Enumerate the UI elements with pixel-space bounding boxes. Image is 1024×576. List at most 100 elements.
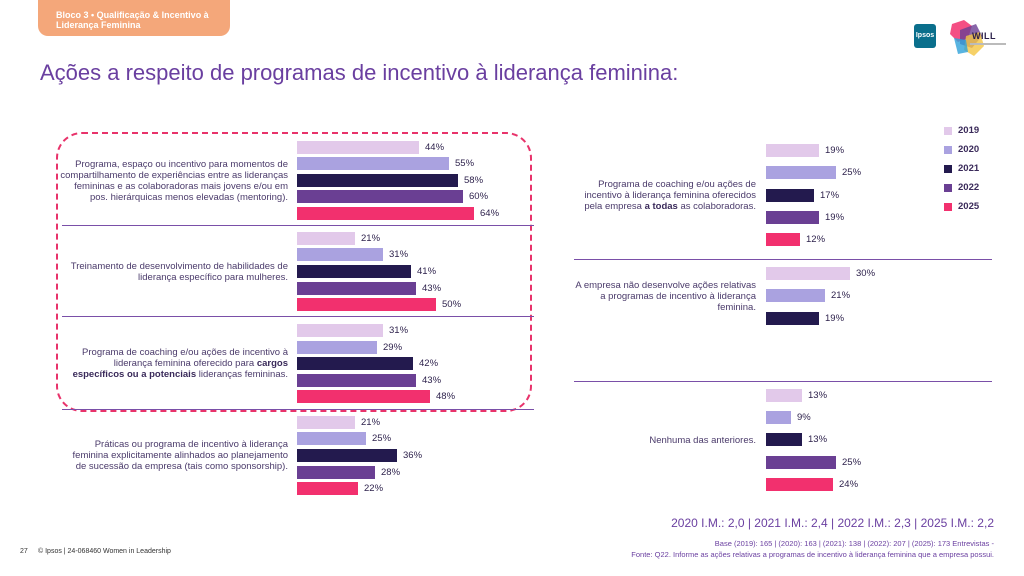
category-label: A empresa não desenvolve ações relativas…: [570, 280, 756, 313]
bar-2021: [297, 357, 413, 370]
bar-2021: [766, 189, 814, 202]
category-label-emphasis: cargos específicos ou a potenciais: [72, 358, 288, 380]
category-label-text: lideranças femininas.: [196, 369, 288, 380]
bar-2022: [766, 456, 836, 469]
category-label: Nenhuma das anteriores.: [570, 435, 756, 446]
legend-swatch: [944, 165, 952, 173]
bar-2025: [766, 233, 800, 246]
bar-2019: [766, 267, 850, 280]
bar-2020: [766, 289, 825, 302]
legend-label: 2022: [958, 182, 980, 193]
legend-label: 2025: [958, 201, 980, 212]
bar-2019: [766, 144, 819, 157]
data-label: 44%: [425, 142, 445, 153]
section-separator: [62, 409, 534, 410]
section-separator: [574, 259, 992, 260]
data-label: 9%: [797, 412, 811, 423]
data-label: 22%: [364, 483, 384, 494]
data-label: 31%: [389, 249, 409, 260]
category-label: Práticas ou programa de incentivo à lide…: [60, 439, 288, 472]
section-separator: [62, 225, 534, 226]
category-label-emphasis: a todas: [644, 201, 678, 212]
legend-label: 2020: [958, 144, 980, 155]
category-label-text: Programa de coaching e/ou ações de incen…: [584, 179, 756, 212]
data-label: 50%: [442, 299, 462, 310]
bar-2020: [297, 248, 383, 261]
bar-2020: [297, 157, 449, 170]
data-label: 64%: [480, 208, 500, 219]
data-label: 36%: [403, 450, 423, 461]
bar-2025: [297, 390, 430, 403]
legend-swatch: [944, 184, 952, 192]
bar-2021: [766, 312, 819, 325]
data-label: 58%: [464, 175, 484, 186]
category-label-text: A empresa não desenvolve ações relativas…: [575, 280, 756, 313]
bar-2021: [297, 449, 397, 462]
section-tab: Bloco 3 • Qualificação & Incentivo à Lid…: [38, 0, 230, 36]
category-label-text: Práticas ou programa de incentivo à lide…: [72, 439, 288, 472]
category-label: Treinamento de desenvolvimento de habili…: [60, 261, 288, 283]
data-label: 12%: [806, 234, 826, 245]
bar-2021: [766, 433, 802, 446]
bar-2020: [297, 341, 377, 354]
will-logo-text: WILL: [972, 31, 996, 41]
bar-2025: [766, 478, 833, 491]
bar-2020: [297, 432, 366, 445]
will-logo-underline: [970, 43, 1006, 45]
ipsos-logo: Ipsos: [914, 24, 936, 48]
bar-2019: [297, 324, 383, 337]
bar-2022: [766, 211, 819, 224]
copyright: © Ipsos | 24-068460 Women in Leadership: [38, 548, 171, 555]
data-label: 60%: [469, 191, 489, 202]
page-number: 27: [20, 548, 28, 555]
data-label: 17%: [820, 190, 840, 201]
bar-2021: [297, 265, 411, 278]
data-label: 48%: [436, 391, 456, 402]
data-label: 41%: [417, 266, 437, 277]
category-label: Programa de coaching e/ou ações de incen…: [60, 347, 288, 380]
bar-2020: [766, 166, 836, 179]
highlight-box: [56, 132, 532, 412]
base-line: Base (2019): 165 | (2020): 163 | (2021):…: [714, 539, 994, 548]
data-label: 55%: [455, 158, 475, 169]
data-label: 25%: [372, 433, 392, 444]
legend-swatch: [944, 127, 952, 135]
category-label-text: Nenhuma das anteriores.: [649, 435, 756, 446]
bar-2022: [297, 374, 416, 387]
data-label: 21%: [831, 290, 851, 301]
data-label: 25%: [842, 457, 862, 468]
bar-2022: [297, 282, 416, 295]
data-label: 25%: [842, 167, 862, 178]
data-label: 28%: [381, 467, 401, 478]
source-line: Fonte: Q22. Informe as ações relativas a…: [631, 550, 994, 559]
bar-2021: [297, 174, 458, 187]
data-label: 30%: [856, 268, 876, 279]
data-label: 19%: [825, 212, 845, 223]
bar-2019: [297, 141, 419, 154]
bar-2022: [297, 466, 375, 479]
data-label: 31%: [389, 325, 409, 336]
data-label: 24%: [839, 479, 859, 490]
category-label: Programa de coaching e/ou ações de incen…: [570, 179, 756, 212]
bar-2020: [766, 411, 791, 424]
section-separator: [574, 381, 992, 382]
section-separator: [62, 316, 534, 317]
bar-2019: [297, 416, 355, 429]
data-label: 19%: [825, 145, 845, 156]
category-label-text: Programa, espaço ou incentivo para momen…: [60, 159, 288, 203]
category-label-text: Programa de coaching e/ou ações de incen…: [82, 347, 288, 369]
legend-swatch: [944, 203, 952, 211]
im-index-line: 2020 I.M.: 2,0 | 2021 I.M.: 2,4 | 2022 I…: [671, 516, 994, 530]
data-label: 13%: [808, 434, 828, 445]
data-label: 43%: [422, 375, 442, 386]
page-title: Ações a respeito de programas de incenti…: [40, 60, 679, 85]
data-label: 43%: [422, 283, 442, 294]
data-label: 13%: [808, 390, 828, 401]
legend-label: 2019: [958, 125, 980, 136]
bar-2019: [297, 232, 355, 245]
data-label: 21%: [361, 233, 381, 244]
will-logo-icon: [950, 20, 984, 56]
legend-swatch: [944, 146, 952, 154]
category-label-text: Treinamento de desenvolvimento de habili…: [70, 261, 288, 283]
bar-2022: [297, 190, 463, 203]
